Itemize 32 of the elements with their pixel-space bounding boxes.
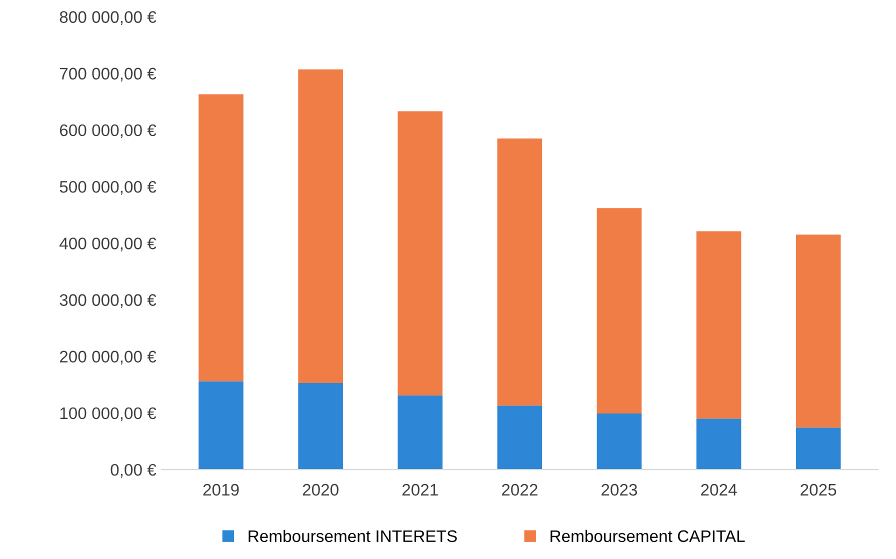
x-tick-label: 2020 — [302, 484, 338, 496]
y-tick-label: 100 000,00 € — [60, 407, 156, 422]
bar — [796, 428, 841, 470]
y-tick-label: 700 000,00 € — [60, 68, 156, 82]
bar — [298, 69, 343, 383]
y-tick-label: 400 000,00 € — [59, 238, 156, 252]
x-tick-label: 2025 — [800, 484, 836, 496]
y-tick-label: 800 000,00 € — [60, 11, 156, 25]
legend-label: Remboursement INTERETS — [248, 530, 457, 542]
y-tick-label: 600 000,00 € — [60, 124, 156, 138]
bar — [696, 418, 742, 470]
bar — [198, 94, 244, 382]
legend-label: Remboursement CAPITAL — [550, 530, 745, 542]
x-tick-label: 2021 — [402, 484, 438, 496]
bar — [497, 138, 542, 406]
bar — [298, 382, 343, 470]
y-tick-label: 500 000,00 € — [60, 180, 156, 195]
x-tick-label: 2023 — [602, 484, 638, 496]
y-tick-label: 200 000,00 € — [60, 350, 156, 365]
y-tick-label: 0,00 € — [110, 464, 156, 478]
bar — [398, 111, 443, 396]
x-tick-label: 2024 — [701, 484, 737, 496]
bar — [497, 406, 542, 470]
bar — [696, 231, 742, 419]
bar — [398, 395, 443, 470]
bar — [596, 414, 642, 470]
bar — [796, 234, 841, 428]
bar — [198, 381, 244, 470]
x-tick-label: 2019 — [203, 484, 239, 496]
y-tick-label: 300 000,00 € — [60, 294, 156, 308]
bar — [596, 208, 642, 414]
x-tick-label: 2022 — [502, 484, 538, 496]
